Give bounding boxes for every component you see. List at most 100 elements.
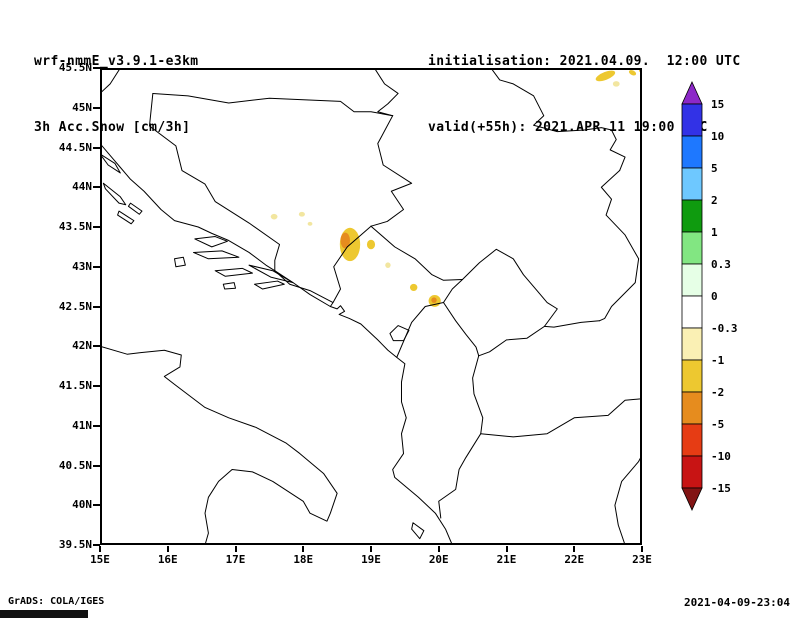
coastline-italy (100, 346, 337, 545)
border-sava-north-bosnia (153, 93, 393, 115)
y-tick-label: 41.5N (58, 379, 92, 392)
x-tick-mark (302, 546, 305, 552)
field-title: 3h Acc.Snow [cm/3h] (34, 120, 191, 135)
coastline-greece (615, 455, 642, 545)
y-tick-mark (93, 544, 100, 546)
colorbar-arrow-top (681, 81, 703, 105)
colorbar-segment (681, 455, 703, 489)
y-tick-mark (93, 504, 100, 507)
snow-patch (270, 213, 278, 220)
border-drina-bosnia-serbia (371, 116, 412, 227)
bottom-left-black-bar (0, 610, 88, 618)
lake-skadar (390, 326, 409, 341)
snow-patch (638, 68, 642, 72)
x-tick-label: 16E (157, 553, 178, 566)
snow-patch (340, 232, 350, 249)
border-serbia-romania (491, 68, 625, 171)
x-tick-mark (234, 546, 237, 552)
colorbar-tick-label: -1 (711, 354, 725, 367)
y-tick-label: 39.5N (58, 538, 92, 551)
y-tick-mark (93, 305, 100, 308)
y-tick-label: 43N (72, 259, 92, 273)
x-tick-label: 22E (564, 553, 585, 566)
y-tick-label: 41N (72, 418, 92, 432)
x-tick-label: 21E (496, 553, 517, 566)
x-tick-mark (641, 546, 643, 552)
x-tick-mark (505, 546, 508, 552)
border-kosovo-albania (443, 303, 478, 356)
coastline-east-adriatic (100, 144, 452, 545)
border-albania-greece (439, 434, 481, 518)
colorbar-segment (681, 199, 703, 233)
model-title: wrf-nmmE_v3.9.1-e3km (34, 54, 199, 69)
border-serbia-macedonia (544, 321, 599, 327)
y-tick-label: 40.5N (58, 458, 92, 472)
colorbar-segment (681, 327, 703, 361)
x-tick-mark (437, 546, 440, 552)
snow-patch (612, 81, 620, 87)
x-tick-label: 19E (361, 553, 381, 566)
x-tick-label: 17E (225, 553, 246, 566)
border-kosovo-macedonia (479, 326, 545, 355)
colorbar-tick-label: 15 (711, 98, 724, 111)
border-bosnia-montenegro (333, 226, 371, 302)
colorbar: 15 10 5 2 1 0.3 0 -0.3 -1 -2 -5 -10 -15 (681, 81, 738, 511)
colorbar-tick-label: 5 (711, 162, 718, 175)
border-montenegro-serbia (371, 226, 462, 280)
colorbar-tick-label: -5 (711, 418, 724, 431)
init-time-label: initialisation: 2021.04.09. 12:00 UTC (428, 54, 741, 69)
border-macedonia-albania (473, 356, 483, 434)
colorbar-tick-label: -0.3 (711, 322, 738, 335)
colorbar-segment (681, 135, 703, 169)
snow-patch (628, 70, 637, 76)
border-serbia-bulgaria (599, 171, 638, 321)
islands-adriatic (100, 154, 424, 539)
y-tick-label: 44N (72, 180, 92, 194)
y-tick-label: 43.5N (58, 220, 92, 233)
x-tick-label: 15E (90, 553, 110, 566)
border-croatia-serbia (374, 68, 398, 116)
border-montenegro-kosovo (443, 279, 462, 302)
colorbar-segment (681, 231, 703, 265)
border-croatia-bosnia (149, 93, 279, 270)
map-outlines-layer (100, 68, 642, 545)
colorbar-tick-label: 10 (711, 130, 724, 143)
snow-patch (385, 262, 391, 268)
colorbar-segment (681, 359, 703, 393)
snow-patch (431, 297, 437, 303)
colorbar-segment (681, 167, 703, 201)
creation-timestamp: 2021-04-09-23:04 (684, 596, 790, 609)
y-tick-mark (93, 226, 100, 228)
y-tick-label: 45.5N (58, 61, 92, 74)
snow-patch (307, 221, 313, 226)
grads-credit: GrADS: COLA/IGES (8, 596, 105, 607)
y-tick-mark (93, 345, 100, 348)
border-bosnia-croatia-south (275, 271, 333, 307)
y-tick-label: 42N (72, 339, 92, 353)
colorbar-tick-label: -10 (711, 450, 731, 463)
x-tick-mark (370, 546, 372, 552)
snow-patch (409, 283, 418, 291)
y-tick-mark (93, 265, 100, 268)
snow-patch (595, 70, 616, 82)
y-tick-mark (93, 186, 100, 189)
map-canvas (100, 68, 642, 545)
snow-patch (298, 211, 305, 217)
colorbar-tick-label: 0 (711, 290, 718, 303)
x-tick-label: 18E (293, 553, 314, 566)
y-tick-mark (93, 424, 100, 427)
colorbar-segment (681, 103, 703, 137)
y-tick-label: 45N (72, 100, 92, 114)
colorbar-tick-label: -2 (711, 386, 724, 399)
colorbar-segment (681, 423, 703, 457)
plot-title-block: wrf-nmmE_v3.9.1-e3km 3h Acc.Snow [cm/3h] (34, 7, 199, 183)
border-montenegro-albania (397, 303, 444, 358)
y-tick-label: 42.5N (58, 299, 92, 313)
border-slovenia-croatia (100, 68, 120, 93)
border-macedonia-greece (481, 399, 642, 437)
y-tick-label: 44.5N (58, 140, 92, 154)
snow-shading-layer (270, 68, 642, 307)
colorbar-segment (681, 295, 703, 329)
colorbar-segment (681, 391, 703, 425)
